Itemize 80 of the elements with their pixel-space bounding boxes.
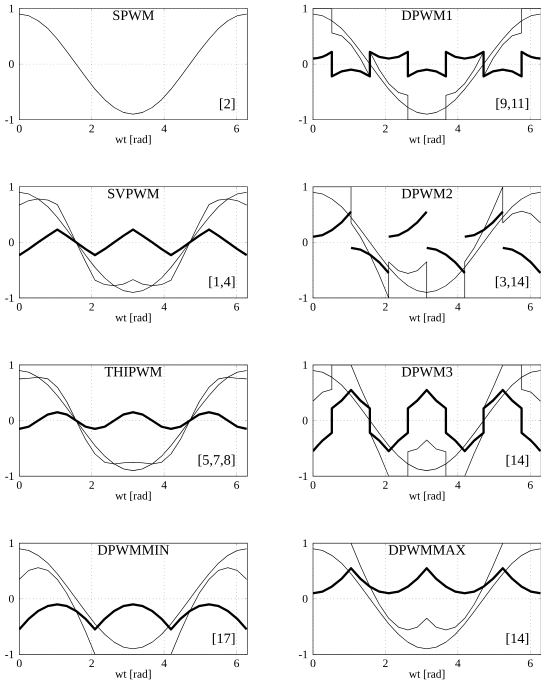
x-tick-label: 6 xyxy=(528,302,533,311)
x-tick-label: 4 xyxy=(161,302,167,311)
x-axis-title: wt [rad] xyxy=(114,313,151,323)
y-tick-label: -1 xyxy=(4,650,14,658)
x-tick-label: 0 xyxy=(16,481,22,489)
chart-title: DPWM3 xyxy=(402,367,452,377)
y-tick-label: -1 xyxy=(298,294,308,302)
y-tick-label: 0 xyxy=(302,594,308,603)
x-tick-label: 2 xyxy=(382,124,388,132)
x-tick-label: 4 xyxy=(455,481,460,489)
y-tick-label: 0 xyxy=(8,594,14,603)
x-tick-label: 0 xyxy=(16,659,22,668)
y-tick-label: 1 xyxy=(9,361,14,369)
x-tick-label: 2 xyxy=(382,481,388,489)
x-axis-title: wt [rad] xyxy=(114,492,151,502)
x-tick-label: 0 xyxy=(310,481,316,489)
x-tick-label: 6 xyxy=(234,124,239,132)
x-tick-label: 6 xyxy=(234,659,239,668)
x-tick-label: 2 xyxy=(382,659,388,668)
x-tick-label: 0 xyxy=(310,124,316,132)
chart-title: DPWM2 xyxy=(402,188,452,198)
y-tick-label: 0 xyxy=(302,238,308,246)
x-tick-label: 4 xyxy=(161,659,167,667)
y-tick-label: 0 xyxy=(8,238,14,246)
x-tick-label: 4 xyxy=(455,124,460,132)
x-axis-title: wt [rad] xyxy=(408,313,444,323)
chart-title: SPWM xyxy=(113,10,154,20)
x-tick-label: 4 xyxy=(161,124,167,132)
chart-title: DPWMMAX xyxy=(388,545,466,555)
x-tick-label: 0 xyxy=(310,303,316,311)
x-tick-label: 6 xyxy=(528,481,533,489)
x-tick-label: 4 xyxy=(455,659,460,667)
y-tick-label: 0 xyxy=(8,60,14,68)
x-tick-label: 6 xyxy=(234,302,239,311)
x-tick-label: 0 xyxy=(310,659,316,668)
x-tick-label: 0 xyxy=(16,303,22,311)
annotation: [14] xyxy=(506,454,528,467)
annotation: [3,14] xyxy=(496,276,528,288)
y-tick-label: 1 xyxy=(303,361,308,369)
x-axis-title: wt [rad] xyxy=(114,135,151,145)
annotation: [2] xyxy=(220,98,234,110)
x-tick-label: 6 xyxy=(234,481,239,489)
annotation: [14] xyxy=(506,633,528,645)
y-tick-label: 0 xyxy=(302,416,308,424)
y-tick-label: -1 xyxy=(298,116,308,124)
y-tick-label: 1 xyxy=(303,182,308,191)
x-tick-label: 4 xyxy=(455,302,460,311)
x-tick-label: 2 xyxy=(382,302,388,311)
chart-title: DPWMMIN xyxy=(98,545,169,555)
y-tick-label: -1 xyxy=(298,650,308,658)
x-tick-label: 6 xyxy=(528,124,533,132)
y-tick-label: -1 xyxy=(4,472,14,480)
x-axis-title: wt [rad] xyxy=(408,135,444,145)
x-tick-label: 2 xyxy=(89,659,94,668)
y-tick-label: 0 xyxy=(8,416,14,424)
y-tick-label: 1 xyxy=(9,182,14,191)
chart-title: SVPWM xyxy=(108,188,159,198)
x-tick-label: 2 xyxy=(89,481,94,489)
annotation: [9,11] xyxy=(496,98,528,110)
x-tick-label: 2 xyxy=(89,124,94,132)
x-tick-label: 4 xyxy=(161,481,167,489)
x-axis-title: wt [rad] xyxy=(114,670,151,680)
y-tick-label: -1 xyxy=(4,294,14,302)
annotation: [1,4] xyxy=(209,276,234,288)
annotation: [17] xyxy=(212,633,234,645)
x-tick-label: 0 xyxy=(16,124,22,132)
x-axis-title: wt [rad] xyxy=(408,670,444,680)
chart-title: DPWM1 xyxy=(402,10,452,20)
y-tick-label: 1 xyxy=(9,4,14,12)
x-tick-label: 6 xyxy=(528,659,533,668)
y-tick-label: 1 xyxy=(9,539,14,547)
y-tick-label: 1 xyxy=(303,4,308,12)
y-tick-label: -1 xyxy=(298,472,308,480)
y-tick-label: -1 xyxy=(4,116,14,124)
chart-title: THIPWM xyxy=(104,367,162,377)
y-tick-label: 1 xyxy=(303,539,308,547)
x-axis-title: wt [rad] xyxy=(408,492,444,502)
y-tick-label: 0 xyxy=(302,60,308,68)
x-tick-label: 2 xyxy=(89,302,94,311)
annotation: [5,7,8] xyxy=(198,454,234,467)
